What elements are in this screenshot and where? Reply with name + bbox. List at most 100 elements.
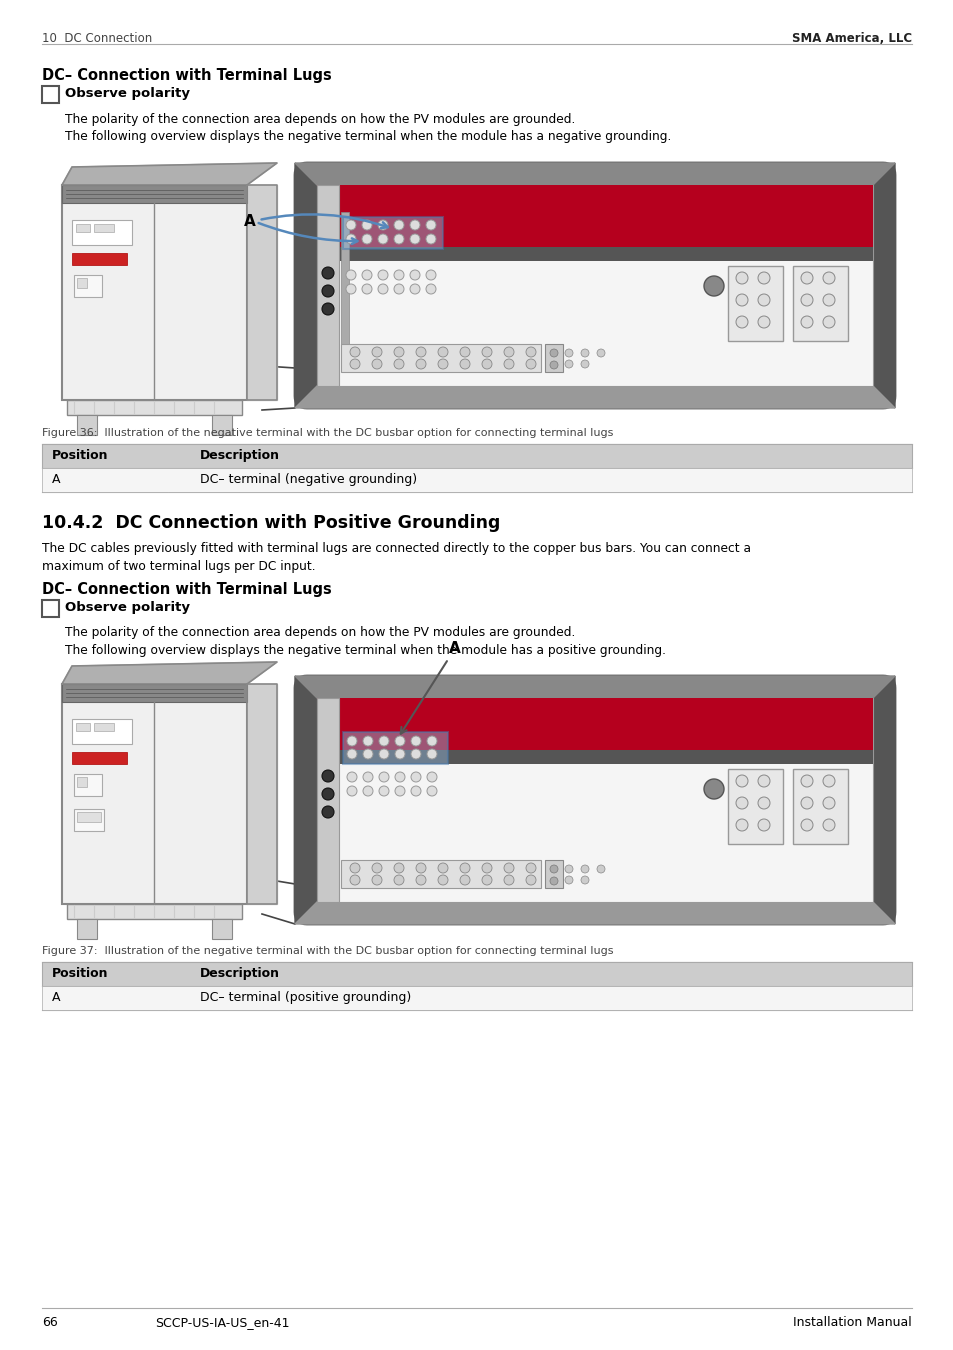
Text: The polarity of the connection area depends on how the PV modules are grounded.: The polarity of the connection area depe… (65, 626, 575, 639)
Circle shape (801, 294, 812, 306)
Circle shape (346, 220, 355, 230)
Circle shape (735, 775, 747, 787)
Circle shape (597, 865, 604, 873)
Circle shape (322, 769, 334, 782)
Circle shape (394, 875, 403, 886)
Text: 66: 66 (42, 1316, 58, 1328)
Text: maximum of two terminal lugs per DC input.: maximum of two terminal lugs per DC inpu… (42, 560, 315, 572)
Polygon shape (294, 676, 316, 923)
Circle shape (394, 270, 403, 279)
Circle shape (416, 863, 426, 873)
Circle shape (377, 284, 388, 294)
Polygon shape (872, 676, 894, 923)
Circle shape (550, 350, 558, 356)
Circle shape (411, 736, 420, 747)
Circle shape (395, 749, 405, 759)
Circle shape (394, 284, 403, 294)
Circle shape (410, 220, 419, 230)
Circle shape (347, 772, 356, 782)
Circle shape (481, 347, 492, 356)
Circle shape (427, 749, 436, 759)
Bar (316, 247, 872, 261)
Circle shape (378, 749, 389, 759)
Bar (42, 986, 911, 1010)
Bar (71, 720, 132, 744)
Text: DC– Connection with Terminal Lugs: DC– Connection with Terminal Lugs (42, 582, 332, 597)
Circle shape (350, 863, 359, 873)
Text: A: A (52, 991, 60, 1004)
Circle shape (372, 359, 381, 369)
Circle shape (378, 736, 389, 747)
Polygon shape (247, 185, 276, 400)
Bar (316, 185, 338, 386)
Text: Figure 37:  Illustration of the negative terminal with the DC busbar option for : Figure 37: Illustration of the negative … (42, 946, 613, 956)
Bar (340, 860, 540, 888)
Text: Position: Position (52, 967, 109, 980)
Circle shape (322, 788, 334, 801)
Bar (67, 400, 242, 414)
Bar (42, 444, 911, 468)
Text: A: A (52, 472, 60, 486)
Text: The DC cables previously fitted with terminal lugs are connected directly to the: The DC cables previously fitted with ter… (42, 541, 750, 555)
Circle shape (437, 347, 448, 356)
Polygon shape (872, 163, 894, 408)
Circle shape (378, 786, 389, 796)
Circle shape (377, 234, 388, 244)
Circle shape (801, 271, 812, 284)
Text: i: i (49, 86, 52, 100)
Circle shape (394, 220, 403, 230)
Circle shape (377, 220, 388, 230)
Text: SCCP-US-IA-US_en-41: SCCP-US-IA-US_en-41 (154, 1316, 289, 1328)
Circle shape (580, 876, 588, 884)
Polygon shape (294, 386, 894, 408)
Bar (76, 224, 90, 232)
Circle shape (361, 270, 372, 279)
Circle shape (525, 875, 536, 886)
Text: DC– terminal (negative grounding): DC– terminal (negative grounding) (200, 472, 416, 486)
Bar (42, 468, 911, 491)
Polygon shape (294, 676, 894, 698)
Circle shape (801, 316, 812, 328)
Circle shape (597, 350, 604, 356)
Circle shape (322, 302, 334, 315)
Bar (74, 809, 104, 832)
Bar (212, 414, 232, 435)
Circle shape (481, 359, 492, 369)
Text: DC– Connection with Terminal Lugs: DC– Connection with Terminal Lugs (42, 68, 332, 82)
Bar (42, 963, 911, 986)
Bar (340, 344, 540, 373)
Text: The following overview displays the negative terminal when the module has a posi: The following overview displays the nega… (65, 644, 665, 657)
Circle shape (822, 819, 834, 832)
Circle shape (758, 316, 769, 328)
Circle shape (503, 875, 514, 886)
Bar (74, 774, 102, 796)
Text: Observe polarity: Observe polarity (65, 601, 190, 614)
Circle shape (459, 347, 470, 356)
Circle shape (410, 234, 419, 244)
Circle shape (580, 865, 588, 873)
Circle shape (346, 270, 355, 279)
Bar (792, 769, 847, 844)
Circle shape (703, 779, 723, 799)
Bar (316, 698, 338, 902)
Bar (316, 698, 872, 751)
Bar (42, 86, 59, 103)
Circle shape (394, 347, 403, 356)
Bar (77, 811, 101, 822)
Circle shape (758, 796, 769, 809)
Circle shape (350, 875, 359, 886)
Text: 10  DC Connection: 10 DC Connection (42, 32, 152, 45)
Text: 10.4.2  DC Connection with Positive Grounding: 10.4.2 DC Connection with Positive Groun… (42, 514, 500, 532)
Bar (74, 275, 102, 297)
Circle shape (758, 775, 769, 787)
FancyBboxPatch shape (294, 676, 894, 923)
Text: SMA America, LLC: SMA America, LLC (791, 32, 911, 45)
Circle shape (580, 350, 588, 356)
Circle shape (395, 736, 405, 747)
Bar (343, 217, 442, 248)
Text: DC– terminal (positive grounding): DC– terminal (positive grounding) (200, 991, 411, 1004)
Bar (62, 684, 247, 702)
Circle shape (322, 285, 334, 297)
Circle shape (758, 294, 769, 306)
Circle shape (550, 878, 558, 886)
